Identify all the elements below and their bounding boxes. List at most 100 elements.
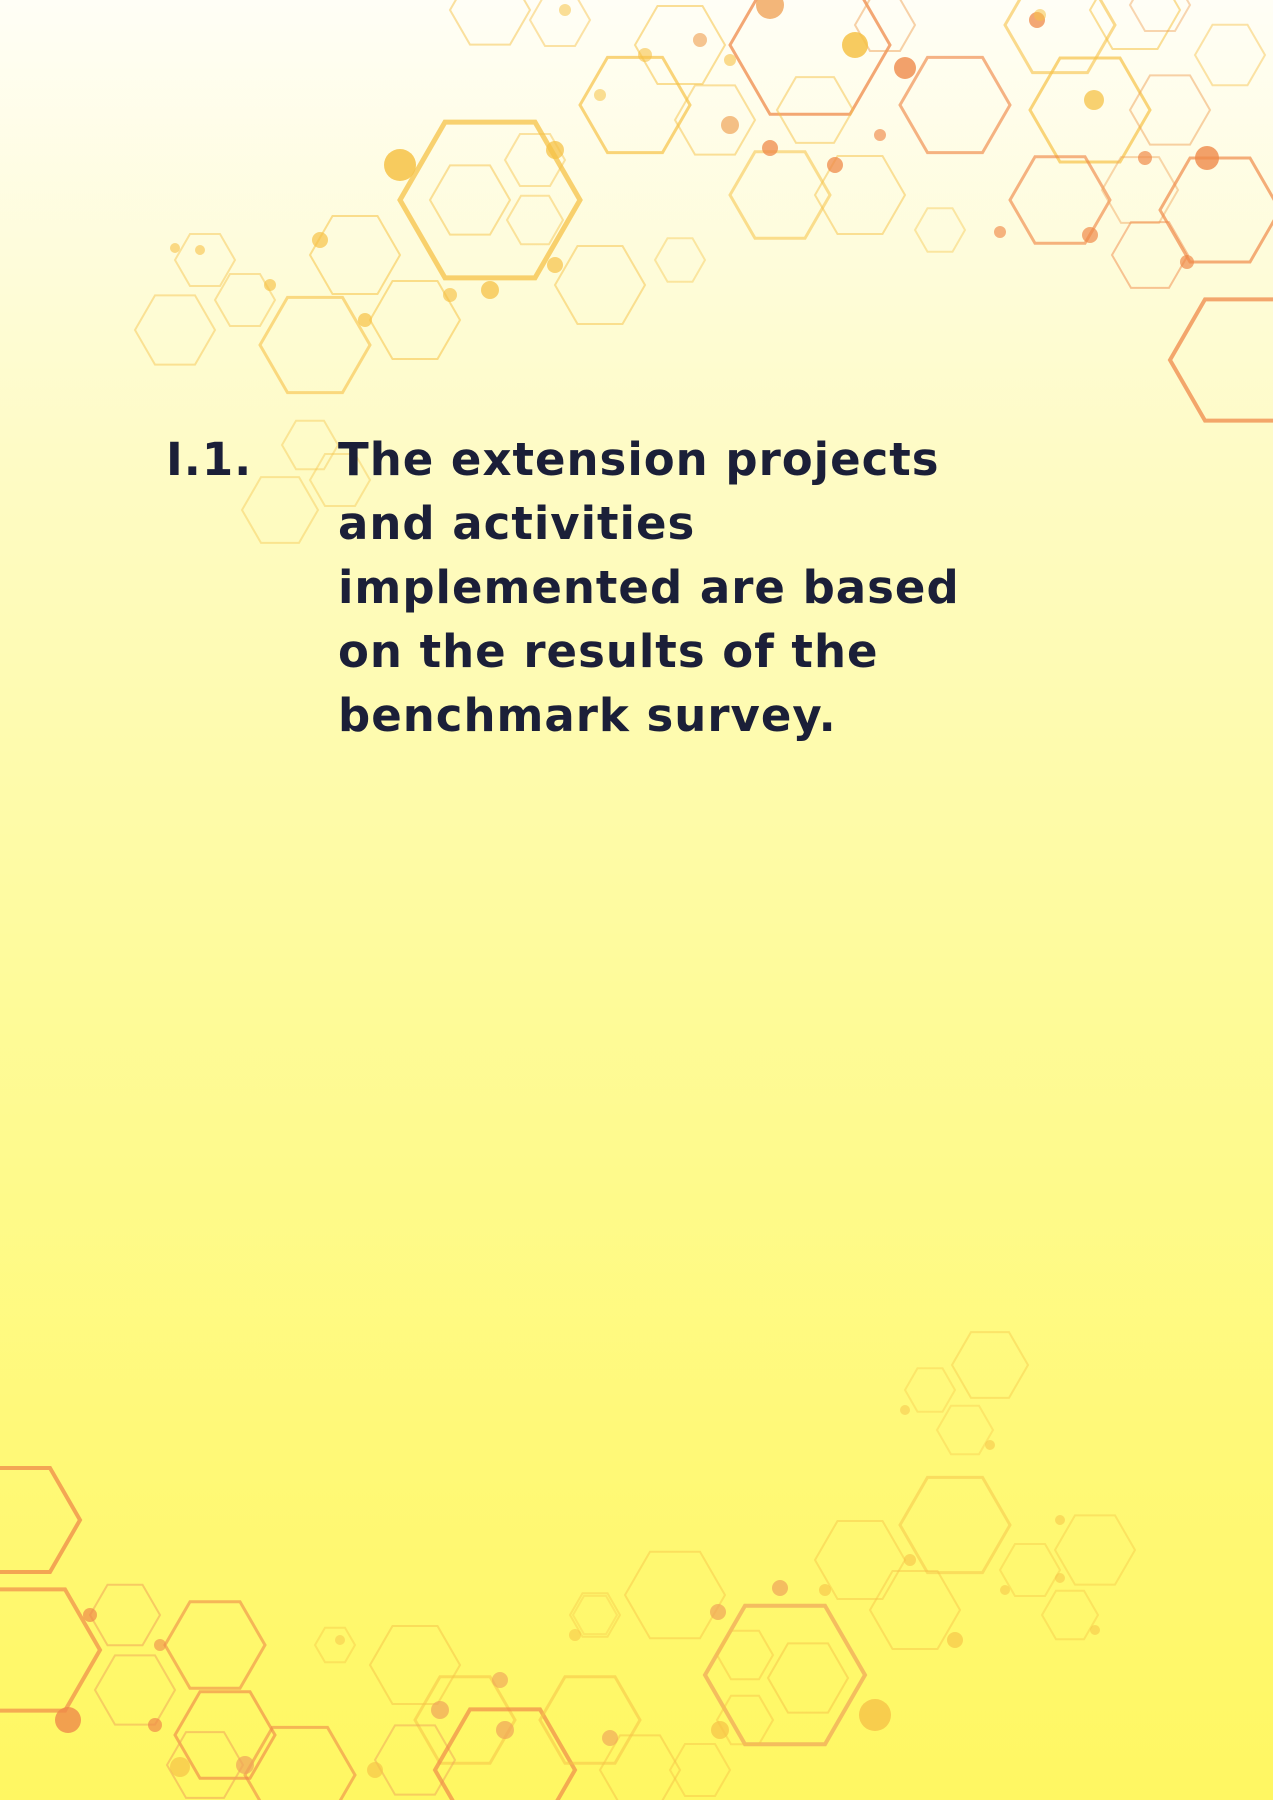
hexagon-shape: [623, 1550, 727, 1640]
hexagon-shape: [1088, 0, 1182, 50]
item-text: The extension projects and activities im…: [338, 433, 960, 742]
hexagon-shape: [568, 1592, 622, 1638]
node-dot: [1090, 1625, 1100, 1635]
node-dot: [546, 141, 564, 159]
hexagon-shape: [1110, 221, 1190, 289]
hexagon-shape: [173, 1690, 277, 1780]
hexagon-shape: [813, 1520, 907, 1600]
hexagon-shape: [163, 1600, 267, 1690]
node-dot: [693, 33, 707, 47]
node-dot: [55, 1707, 81, 1733]
node-dot: [724, 54, 736, 66]
node-dot: [772, 1580, 788, 1596]
node-dot: [569, 1629, 581, 1641]
hexagon-shape: [93, 1654, 177, 1726]
node-dot: [1055, 1515, 1065, 1525]
node-dot: [900, 1405, 910, 1415]
hexagon-shape: [538, 1675, 642, 1765]
node-dot: [710, 1604, 726, 1620]
hexagon-shape: [428, 164, 512, 236]
node-dot: [721, 116, 739, 134]
hexagon-shape: [0, 1587, 103, 1713]
node-dot: [335, 1635, 345, 1645]
node-dot: [1084, 90, 1104, 110]
hexagon-shape: [413, 1675, 517, 1765]
node-dot: [842, 32, 868, 58]
hexagon-shape: [598, 1734, 682, 1800]
hexagon-shape: [853, 0, 917, 52]
hexagon-shape: [728, 0, 892, 116]
hexagon-shape: [308, 453, 372, 507]
hexagon-shape: [213, 273, 277, 327]
hexagon-shape: [898, 1475, 1012, 1575]
node-dot: [874, 129, 886, 141]
hexagon-shape: [950, 1331, 1030, 1399]
hexagon-shape: [715, 1694, 775, 1746]
hexagon-shape: [728, 150, 832, 240]
hexagon-shape: [503, 133, 567, 187]
item-number: I.1.: [166, 433, 253, 486]
hexagon-shape: [935, 1404, 995, 1456]
node-dot: [1195, 146, 1219, 170]
hexagon-shape: [1128, 0, 1192, 32]
node-dot: [1000, 1585, 1010, 1595]
hexagon-shape: [702, 1603, 868, 1747]
hexagon-shape: [1028, 56, 1152, 164]
hexagon-shape: [715, 1629, 775, 1681]
node-dot: [994, 226, 1006, 238]
hexagon-shape: [673, 84, 757, 156]
node-dot: [947, 1632, 963, 1648]
node-dot: [236, 1756, 254, 1774]
hexagon-shape: [1040, 1589, 1100, 1641]
node-dot: [594, 89, 606, 101]
hexagon-shape: [1158, 156, 1273, 264]
hexagon-shape: [653, 237, 707, 283]
node-dot: [264, 279, 276, 291]
hexagon-shape: [1053, 1514, 1137, 1586]
node-dot: [148, 1718, 162, 1732]
hexagon-shape: [308, 215, 402, 295]
hexagon-shape: [578, 55, 692, 155]
hexagon-shape: [1003, 0, 1117, 75]
hexagon-shape: [368, 1625, 462, 1705]
hexagon-shape: [432, 1707, 578, 1800]
hexagon-shape: [1100, 156, 1180, 224]
node-dot: [492, 1672, 508, 1688]
hexagon-shape: [505, 194, 565, 246]
node-dot: [859, 1699, 891, 1731]
node-dot: [1082, 227, 1098, 243]
hexagon-shape: [571, 1594, 619, 1636]
node-dot: [819, 1584, 831, 1596]
node-dot: [756, 0, 784, 19]
hexagon-shape: [313, 1626, 357, 1664]
hexagon-shape: [240, 476, 320, 544]
hexagon-shape: [258, 295, 372, 395]
hexagon-shape: [998, 1543, 1062, 1597]
hexagon-shape: [0, 1466, 83, 1574]
hexagon-shape: [173, 233, 237, 287]
hexagon-shape: [868, 1570, 962, 1650]
hexagon-shape: [373, 1724, 457, 1796]
node-dot: [443, 288, 457, 302]
node-dot: [154, 1639, 166, 1651]
hexagon-shape: [903, 1367, 957, 1413]
hexagon-shape: [448, 0, 532, 46]
hexagon-shape: [913, 207, 967, 253]
hexagon-shape: [766, 1642, 850, 1714]
hexagon-shape: [243, 1725, 357, 1800]
hexagon-shape: [397, 119, 583, 281]
node-dot: [1180, 255, 1194, 269]
hexagon-shape: [668, 1743, 732, 1797]
node-dot: [1138, 151, 1152, 165]
node-dot: [985, 1440, 995, 1450]
node-dot: [711, 1721, 729, 1739]
node-dot: [496, 1721, 514, 1739]
top-hexagon-pattern: [133, 0, 1273, 544]
hexagon-shape: [280, 419, 340, 471]
hexagon-shape: [1008, 155, 1112, 245]
hexagon-shape: [1193, 23, 1267, 87]
hexagon-shape: [813, 155, 907, 235]
node-dot: [384, 149, 416, 181]
hexagon-shape: [1167, 297, 1273, 423]
node-dot: [431, 1701, 449, 1719]
